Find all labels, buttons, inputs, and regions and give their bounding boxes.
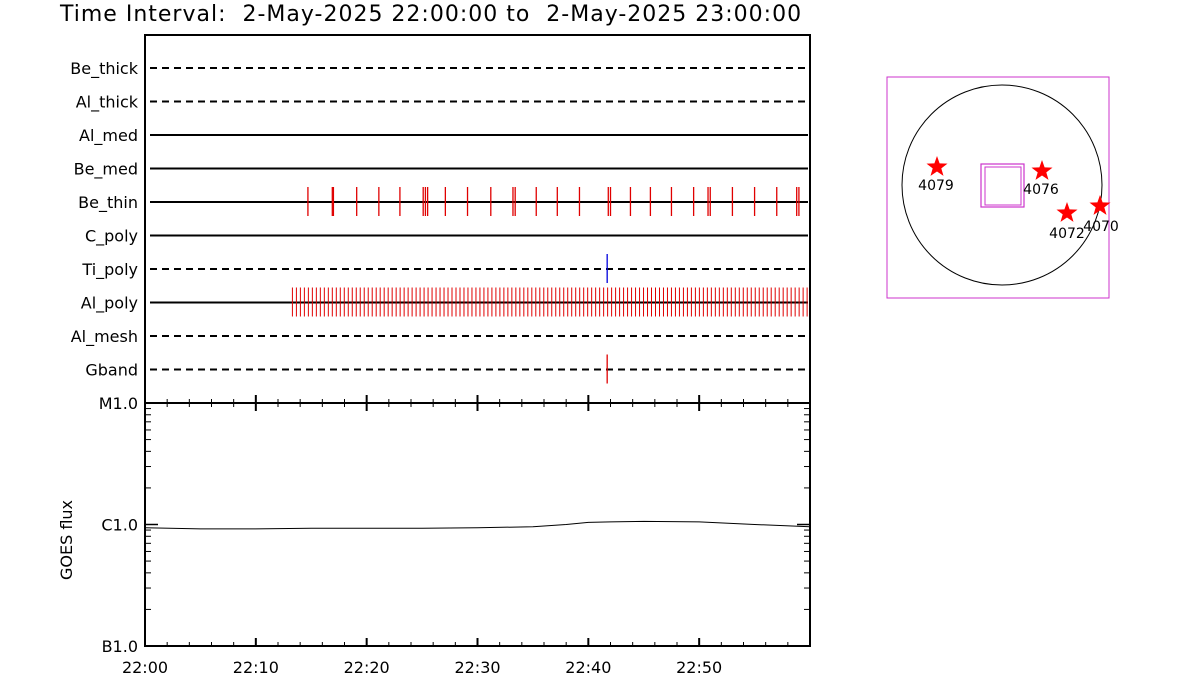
region-star-4070	[1089, 195, 1111, 215]
row-label-c_poly: C_poly	[85, 227, 138, 247]
imaging-box-inner	[984, 166, 1022, 206]
y-tick-label: M1.0	[99, 394, 138, 413]
goes-flux-line	[144, 520, 811, 530]
row-label-gband: Gband	[85, 361, 138, 380]
region-star-4072	[1056, 202, 1078, 222]
goes-ylabel: GOES flux	[57, 500, 76, 580]
row-label-be_med: Be_med	[74, 160, 138, 180]
time-interval-title: Time Interval: 2-May-2025 22:00:00 to 2-…	[60, 2, 803, 27]
timeline-rows: Be_thick Al_thick Al_med Be_med Be_thin C_pol…	[70, 59, 808, 384]
x-tick-label: 22:20	[344, 658, 390, 677]
row-label-al_thick: Al_thick	[76, 93, 139, 113]
map-field-of-view	[886, 76, 1110, 299]
row-label-al_mesh: Al_mesh	[71, 327, 138, 347]
x-tick-label: 22:10	[233, 658, 279, 677]
imaging-box	[980, 163, 1025, 208]
row-label-ti_poly: Ti_poly	[81, 260, 138, 280]
y-tick-label: C1.0	[101, 516, 138, 535]
row-label-be_thick: Be_thick	[70, 59, 138, 79]
region-label-4079: 4079	[918, 178, 954, 194]
row-label-al_med: Al_med	[79, 126, 138, 146]
x-tick-label: 22:40	[565, 658, 611, 677]
timeline-frame	[144, 34, 811, 404]
goes-plot: M1.0 C1.0 B1.0 22:00 22:10 22:20 22:30 22:40 22:…	[99, 394, 811, 677]
region-star-4079	[926, 156, 948, 176]
region-star-4076	[1031, 160, 1053, 180]
row-label-be_thin: Be_thin	[78, 193, 138, 213]
region-label-4070: 4070	[1083, 219, 1119, 235]
region-label-4076: 4076	[1023, 182, 1059, 198]
region-label-4072: 4072	[1049, 226, 1085, 242]
x-tick-label: 22:50	[676, 658, 722, 677]
solar-limb-circle	[901, 84, 1103, 286]
row-label-al_poly: Al_poly	[81, 294, 138, 314]
x-tick-label: 22:00	[122, 658, 168, 677]
goes-frame	[144, 402, 811, 647]
y-tick-label: B1.0	[102, 637, 138, 656]
x-tick-label: 22:30	[454, 658, 500, 677]
